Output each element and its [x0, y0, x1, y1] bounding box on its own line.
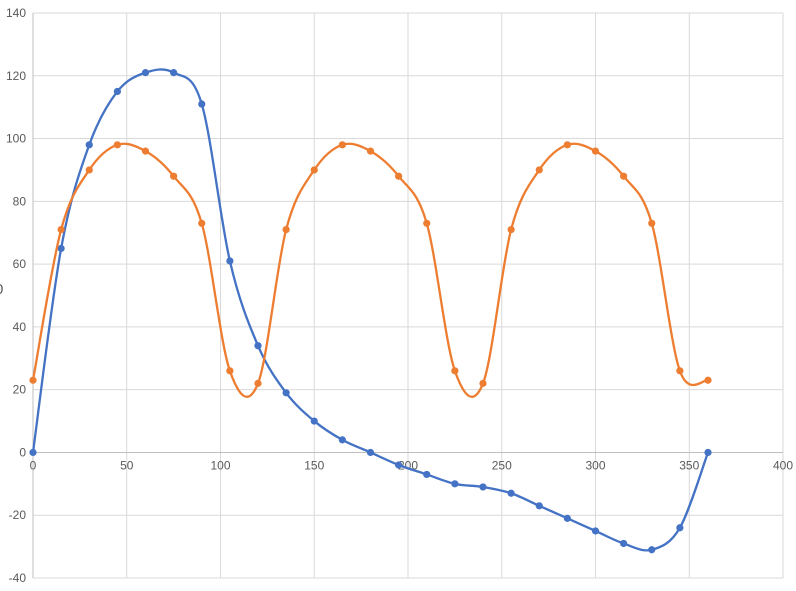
- cropped-axis-label-text: 0: [0, 281, 3, 299]
- series-orange-marker: [338, 141, 346, 149]
- x-tick-label: 400: [773, 458, 793, 472]
- series-orange-marker: [563, 141, 571, 149]
- series-blue-marker: [198, 100, 206, 108]
- series-orange-marker: [451, 367, 459, 375]
- series-orange-marker: [479, 379, 487, 387]
- y-tick-label: 20: [13, 383, 27, 397]
- series-blue-marker: [620, 539, 628, 548]
- y-tick-label: 40: [13, 320, 27, 334]
- series-blue-marker: [423, 470, 431, 479]
- series-orange-marker: [170, 172, 178, 180]
- series-blue-line: [31, 68, 710, 552]
- y-tick-label: 120: [6, 69, 26, 83]
- series-blue-marker: [535, 502, 543, 510]
- y-tick-label: -40: [9, 571, 27, 585]
- series-orange-line: [31, 142, 710, 398]
- series-blue-marker: [282, 389, 290, 397]
- series-orange-marker: [226, 367, 234, 375]
- series-orange-marker: [507, 225, 515, 234]
- series-orange-marker: [676, 367, 684, 375]
- series-orange-marker: [29, 376, 37, 384]
- series-orange-marker: [423, 219, 431, 227]
- series-orange-marker: [113, 141, 121, 149]
- series-blue-marker: [366, 448, 375, 457]
- series-orange-marker: [535, 166, 543, 174]
- series-orange-marker: [141, 147, 150, 155]
- series-orange-marker: [85, 166, 93, 174]
- series-orange-marker: [57, 225, 65, 234]
- series-blue-marker: [395, 461, 403, 469]
- series-blue-marker: [704, 448, 712, 457]
- x-tick-label: 150: [304, 458, 324, 472]
- y-tick-label: -20: [9, 508, 27, 522]
- x-tick-label: 300: [585, 458, 605, 472]
- series-orange-marker: [395, 172, 403, 180]
- series-blue-marker: [141, 69, 150, 77]
- series-orange-marker: [591, 147, 600, 155]
- series-orange-marker: [620, 172, 628, 180]
- y-tick-label: 80: [13, 194, 27, 208]
- series-blue-marker: [57, 244, 65, 253]
- series-orange-marker: [648, 219, 656, 227]
- cropped-axis-label: 0: [0, 281, 5, 301]
- series-blue-marker: [338, 436, 346, 444]
- series-blue-marker: [563, 514, 571, 522]
- series-blue-marker: [113, 87, 121, 96]
- series-orange-marker: [282, 225, 290, 234]
- x-tick-label: 0: [30, 458, 37, 472]
- series-blue-marker: [226, 257, 234, 265]
- series-blue-marker: [591, 527, 600, 535]
- x-tick-label: 350: [679, 458, 699, 472]
- series-blue-marker: [451, 480, 459, 488]
- y-tick-label: 100: [6, 132, 26, 146]
- series-orange-marker: [366, 147, 375, 155]
- series-orange-marker: [254, 379, 262, 387]
- series-blue-marker: [85, 141, 93, 149]
- series-orange-marker: [310, 166, 318, 174]
- y-tick-label: 140: [6, 6, 26, 20]
- x-tick-label: 100: [210, 458, 230, 472]
- series-blue-marker: [479, 483, 487, 491]
- series-blue-marker: [676, 524, 684, 532]
- y-tick-label: 0: [19, 445, 26, 459]
- series-blue-marker: [254, 342, 262, 350]
- series-orange-marker: [704, 376, 712, 384]
- series-blue-marker: [170, 69, 178, 77]
- series-blue-marker: [310, 417, 318, 425]
- series-blue-marker: [29, 448, 37, 457]
- x-tick-label: 250: [492, 458, 512, 472]
- series-blue-marker: [648, 546, 656, 554]
- x-tick-label: 50: [120, 458, 134, 472]
- series-orange-marker: [198, 219, 206, 227]
- series-blue-marker: [507, 489, 515, 497]
- y-tick-label: 60: [13, 257, 27, 271]
